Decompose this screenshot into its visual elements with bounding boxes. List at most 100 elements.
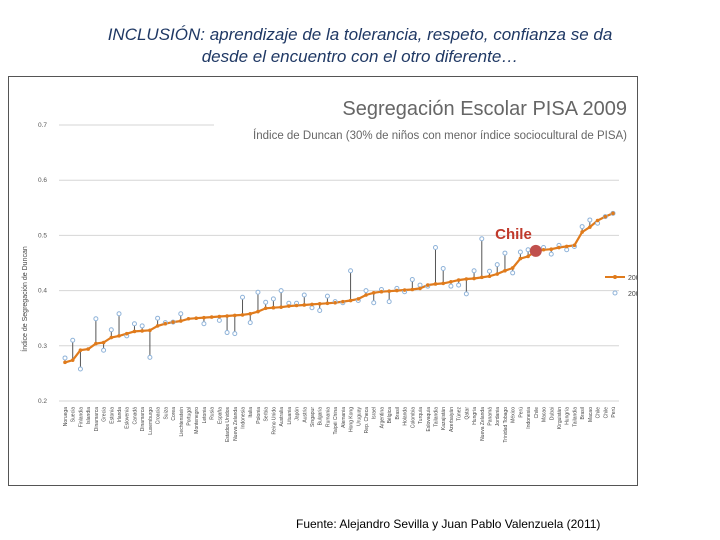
- point-2006: [108, 327, 114, 333]
- y-tick-label: 0.3: [38, 343, 47, 350]
- x-tick-label: Chile: [603, 407, 609, 419]
- point-2006: [440, 266, 446, 272]
- point-2009: [433, 282, 438, 286]
- x-tick-label: Brasil: [395, 407, 401, 420]
- point-2009: [271, 305, 276, 310]
- point-2006: [579, 224, 585, 230]
- point-2006: [77, 366, 83, 372]
- point-2009: [78, 348, 83, 353]
- point-2009: [294, 303, 299, 308]
- point-2006: [417, 282, 423, 288]
- point-2009: [364, 293, 368, 297]
- point-2009: [541, 247, 546, 252]
- point-2006: [487, 268, 493, 274]
- x-tick-label: Australia: [279, 407, 285, 427]
- point-2009: [572, 243, 577, 248]
- point-2006: [116, 311, 122, 317]
- x-tick-label: Hong Kong: [349, 407, 355, 432]
- legend-2009-marker: [613, 275, 617, 279]
- point-2009: [595, 218, 600, 223]
- y-tick-label: 0.5: [38, 232, 47, 239]
- point-2009: [472, 276, 476, 281]
- x-tick-label: México: [511, 407, 517, 423]
- x-tick-label: Holanda: [403, 407, 409, 426]
- point-2006: [517, 249, 523, 255]
- point-2009: [186, 316, 191, 321]
- point-2009: [495, 272, 500, 276]
- y-tick-label: 0.6: [38, 177, 47, 184]
- x-tick-label: Perú: [518, 407, 524, 418]
- point-2009: [109, 335, 114, 340]
- point-2006: [240, 294, 246, 300]
- point-2006: [510, 270, 516, 276]
- point-2009: [564, 244, 569, 249]
- point-2009: [194, 316, 199, 320]
- point-2006: [432, 245, 438, 251]
- x-tick-label: Montenegro: [194, 407, 200, 434]
- point-2006: [456, 282, 462, 288]
- source-caption: Fuente: Alejandro Sevilla y Juan Pablo V…: [296, 517, 601, 531]
- x-tick-label: Chile: [596, 407, 602, 419]
- x-tick-label: Tailandia: [433, 407, 439, 427]
- x-tick-label: Singapur: [310, 407, 316, 427]
- legend: 2009 2006: [605, 275, 637, 298]
- chart-title: Segregación Escolar PISA 2009: [342, 98, 627, 120]
- x-tick-label: Hungría: [565, 407, 571, 425]
- chile-annotation: Chile: [495, 226, 542, 257]
- point-2006: [494, 262, 500, 268]
- x-tick-label: Taipéi China: [333, 407, 339, 435]
- point-2006: [147, 354, 153, 360]
- x-tick-label: Macao: [542, 407, 548, 422]
- x-tick-label: Lituania: [287, 407, 293, 425]
- point-2006: [502, 250, 508, 256]
- point-2009: [402, 288, 407, 292]
- x-tick-label: Luxemburgo: [148, 407, 154, 435]
- point-2009: [279, 305, 283, 309]
- slide-title-line-1: INCLUSIÓN: aprendizaje de la tolerancia,…: [107, 25, 613, 44]
- x-tick-label: Qatar: [464, 407, 470, 420]
- x-tick-label: Trinidad Tobago: [503, 407, 509, 443]
- point-2006: [278, 288, 284, 294]
- point-2009: [263, 306, 268, 311]
- x-tick-label: Dinamarca: [140, 407, 146, 431]
- point-2009: [94, 341, 98, 346]
- point-2006: [463, 291, 469, 297]
- x-tick-label: Bélgica: [387, 407, 393, 424]
- x-tick-label: Perú: [611, 407, 617, 418]
- x-tick-label: Corea: [171, 407, 177, 421]
- point-2006: [247, 320, 253, 326]
- point-2009: [148, 328, 152, 333]
- y-tick-label: 0.2: [38, 398, 47, 405]
- y-tick-label: 0.7: [38, 122, 47, 129]
- x-tick-label: Eslovenia: [125, 407, 131, 429]
- x-tick-label: Japón: [295, 407, 301, 421]
- point-2006: [471, 268, 477, 274]
- x-tick-label: Bulgaria: [318, 407, 324, 426]
- point-2006: [371, 300, 377, 306]
- legend-2006-marker: [612, 290, 618, 296]
- point-2006: [448, 283, 454, 289]
- x-tick-labels: Noruega Suecia Finlandia Islandia Dinamarca G…: [63, 407, 617, 443]
- x-tick-label: Croacia: [156, 407, 162, 424]
- point-2009: [233, 313, 237, 318]
- point-2009: [588, 225, 592, 229]
- x-tick-label: Indonesia: [241, 407, 247, 429]
- point-2009: [248, 311, 253, 316]
- x-tick-label: Kirguistán: [557, 407, 563, 429]
- point-2006: [139, 323, 145, 329]
- point-2006: [93, 316, 99, 322]
- point-2009: [580, 230, 584, 234]
- x-tick-label: Finlandia: [78, 407, 84, 428]
- x-tick-label: Indonesia: [526, 407, 532, 429]
- point-2006: [155, 315, 161, 321]
- x-tick-label: Rumania: [325, 407, 331, 427]
- point-2009: [379, 289, 384, 294]
- point-2006: [224, 330, 230, 336]
- point-2006: [255, 289, 261, 295]
- y-axis-label: Índice de Segregación de Duncan: [20, 246, 29, 352]
- x-tick-label: Letonia: [202, 407, 208, 424]
- point-2009: [333, 300, 337, 305]
- point-2009: [256, 309, 260, 314]
- point-2009: [395, 288, 399, 293]
- point-2009: [441, 281, 445, 286]
